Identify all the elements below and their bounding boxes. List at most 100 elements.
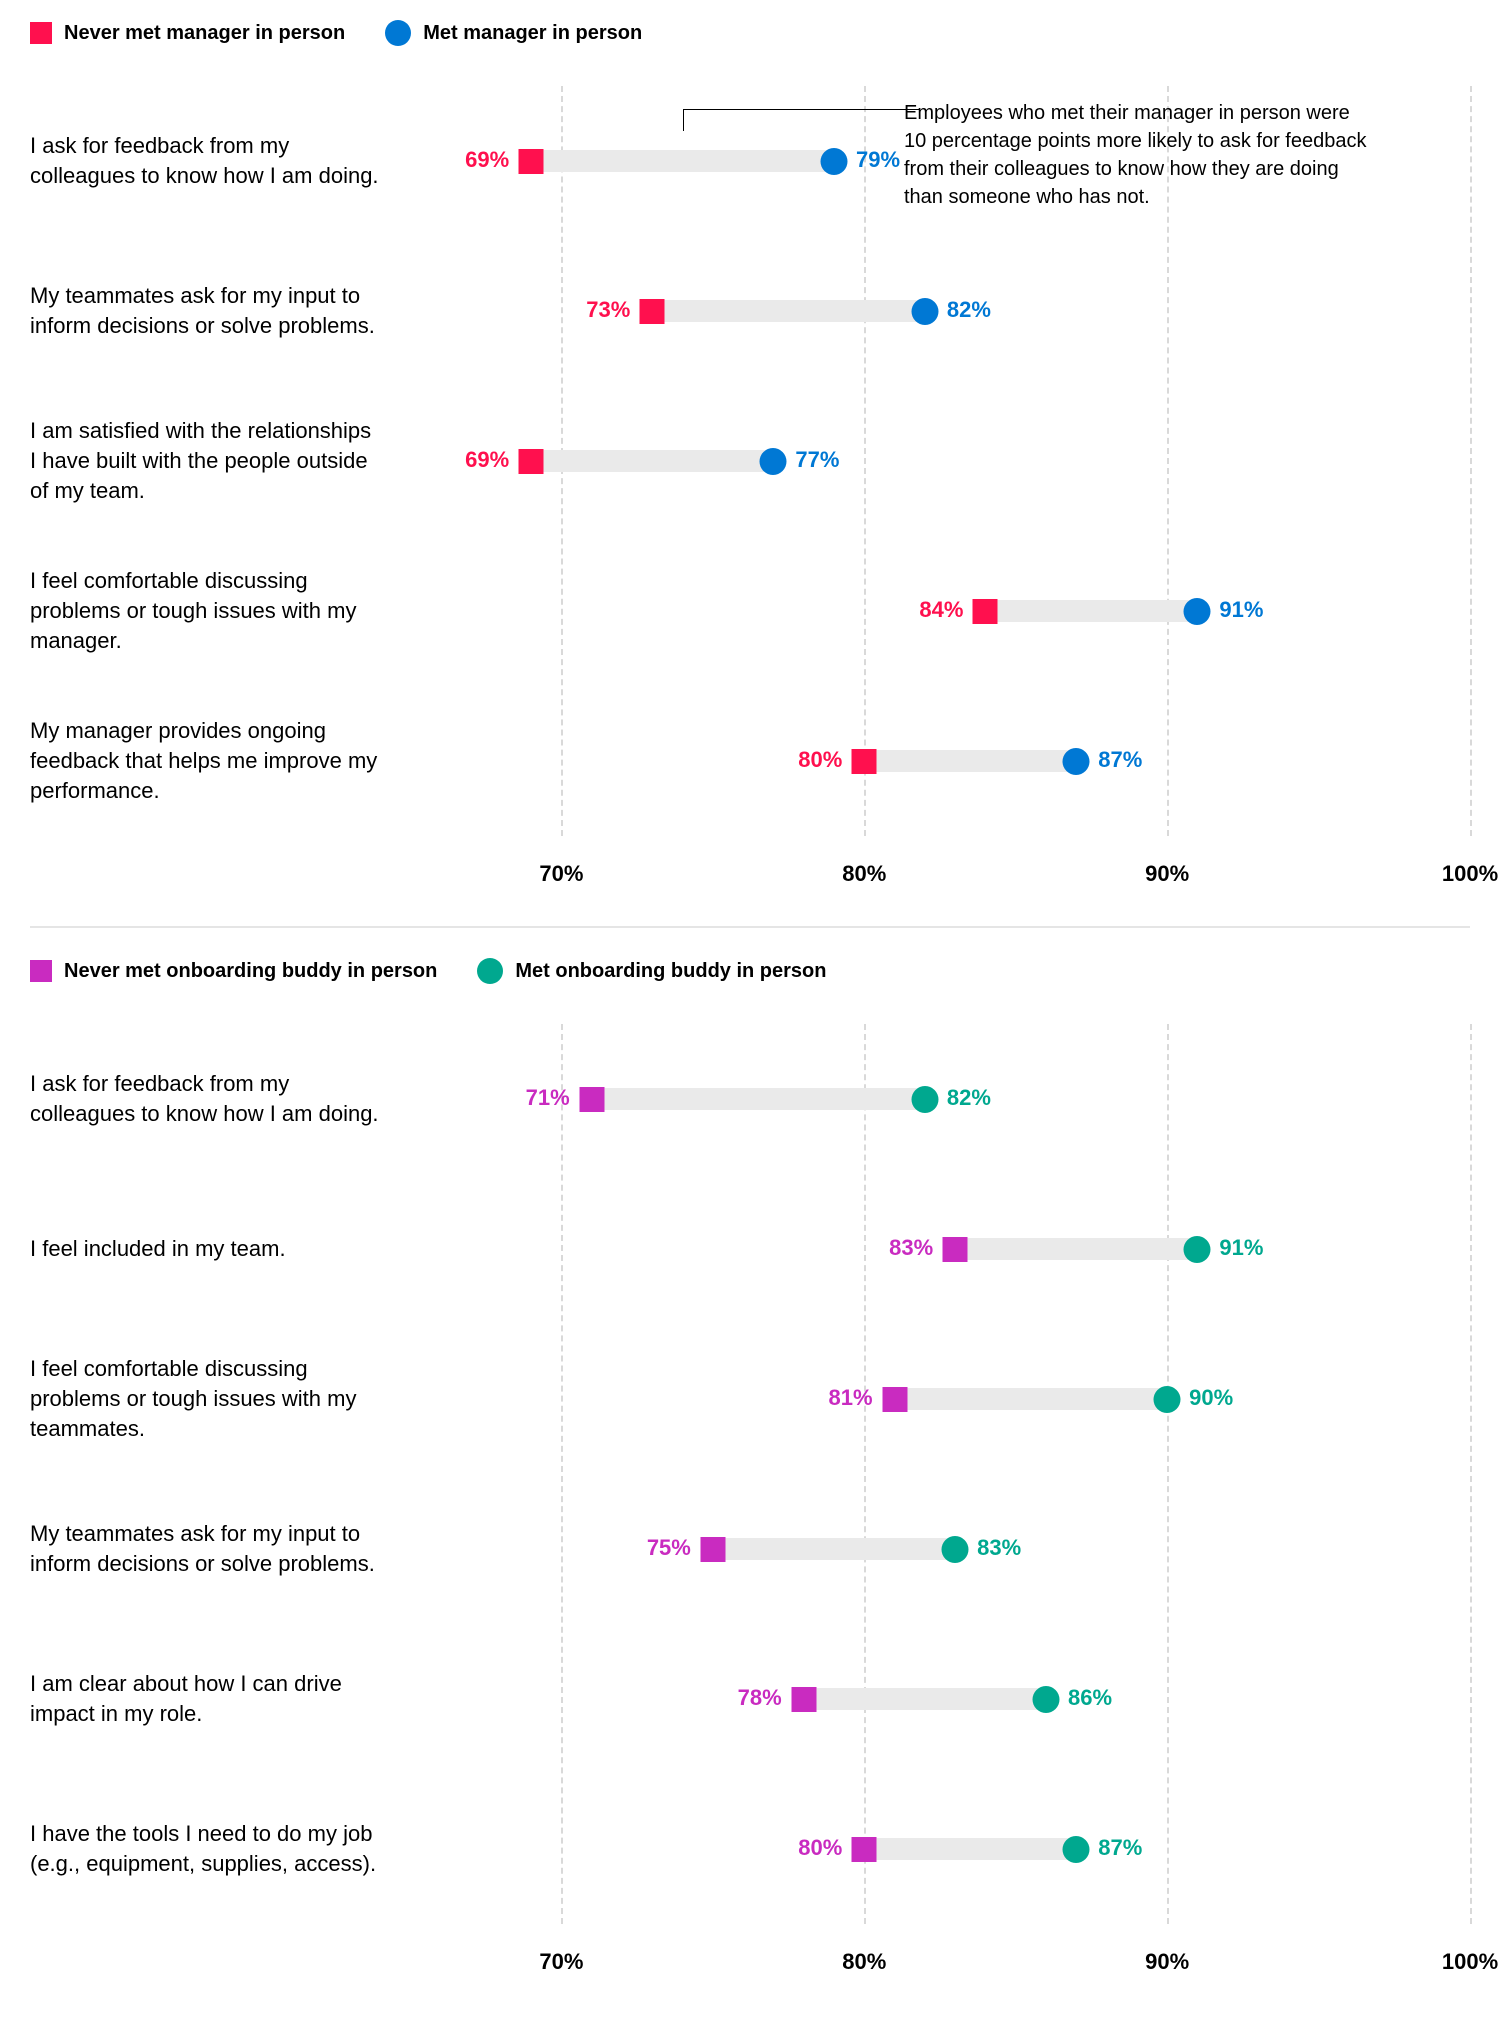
manager-chart-legend: Never met manager in person Met manager i… <box>30 20 1470 46</box>
legend-label: Never met manager in person <box>64 22 345 45</box>
chart-row: My teammates ask for my input to inform … <box>30 1474 1470 1624</box>
connector-bar <box>985 600 1197 622</box>
row-label: I ask for feedback from my colleagues to… <box>30 131 410 190</box>
legend-label: Never met onboarding buddy in person <box>64 960 437 983</box>
legend-item: Never met manager in person <box>30 22 345 45</box>
value-label-b: 82% <box>947 1085 991 1111</box>
axis-tick-label: 100% <box>1442 861 1498 887</box>
value-label-b: 87% <box>1098 1835 1142 1861</box>
square-marker-icon <box>882 1387 907 1412</box>
square-marker-icon <box>30 22 52 44</box>
value-label-a: 71% <box>526 1085 570 1111</box>
value-label-a: 69% <box>465 447 509 473</box>
chart-row: I ask for feedback from my colleagues to… <box>30 86 1470 236</box>
value-label-a: 69% <box>465 147 509 173</box>
row-track: 81% 90% <box>410 1383 1470 1415</box>
value-label-b: 91% <box>1219 1235 1263 1261</box>
value-label-b: 77% <box>795 447 839 473</box>
circle-marker-icon <box>942 1536 969 1563</box>
value-label-b: 79% <box>856 147 900 173</box>
row-track: 83% 91% <box>410 1233 1470 1265</box>
square-marker-icon <box>640 299 665 324</box>
row-track: 69% 77% <box>410 445 1470 477</box>
circle-marker-icon <box>911 1086 938 1113</box>
row-track: 75% 83% <box>410 1533 1470 1565</box>
value-label-b: 87% <box>1098 747 1142 773</box>
row-track: 80% 87% <box>410 745 1470 777</box>
value-label-b: 90% <box>1189 1385 1233 1411</box>
chart-row: I am clear about how I can drive impact … <box>30 1624 1470 1774</box>
value-label-a: 81% <box>829 1385 873 1411</box>
value-label-a: 80% <box>798 1835 842 1861</box>
square-marker-icon <box>943 1237 968 1262</box>
connector-bar <box>804 1688 1046 1710</box>
row-label: My teammates ask for my input to inform … <box>30 281 410 340</box>
connector-bar <box>652 300 925 322</box>
square-marker-icon <box>579 1087 604 1112</box>
chart-row: I have the tools I need to do my job (e.… <box>30 1774 1470 1924</box>
circle-marker-icon <box>1184 1236 1211 1263</box>
manager-chart: Never met manager in person Met manager i… <box>30 20 1470 891</box>
square-marker-icon <box>852 749 877 774</box>
section-divider <box>30 926 1470 928</box>
connector-bar <box>864 1838 1076 1860</box>
row-label: I am satisfied with the relationships I … <box>30 416 410 505</box>
legend-item: Met manager in person <box>385 20 642 46</box>
value-label-b: 83% <box>977 1535 1021 1561</box>
connector-bar <box>531 450 773 472</box>
value-label-a: 73% <box>586 297 630 323</box>
circle-marker-icon <box>760 448 787 475</box>
circle-marker-icon <box>385 20 411 46</box>
value-label-a: 83% <box>889 1235 933 1261</box>
connector-bar <box>864 750 1076 772</box>
chart-row: I am satisfied with the relationships I … <box>30 386 1470 536</box>
connector-bar <box>895 1388 1168 1410</box>
legend-item: Met onboarding buddy in person <box>477 958 826 984</box>
onboarding-buddy-chart: Never met onboarding buddy in person Met … <box>30 958 1470 1979</box>
chart-row: I feel included in my team. 83% 91% <box>30 1174 1470 1324</box>
circle-marker-icon <box>1033 1686 1060 1713</box>
row-track: 78% 86% <box>410 1683 1470 1715</box>
chart-row: My manager provides ongoing feedback tha… <box>30 686 1470 836</box>
value-label-a: 80% <box>798 747 842 773</box>
gridline <box>1470 1024 1472 1924</box>
x-axis: 70%80%90%100% <box>30 1949 1470 1979</box>
row-label: I have the tools I need to do my job (e.… <box>30 1819 410 1878</box>
chart-row: I ask for feedback from my colleagues to… <box>30 1024 1470 1174</box>
circle-marker-icon <box>477 958 503 984</box>
axis-tick-label: 80% <box>842 1949 886 1975</box>
legend-label: Met onboarding buddy in person <box>515 960 826 983</box>
value-label-a: 84% <box>919 597 963 623</box>
square-marker-icon <box>700 1537 725 1562</box>
circle-marker-icon <box>1063 748 1090 775</box>
axis-tick-label: 100% <box>1442 1949 1498 1975</box>
value-label-b: 82% <box>947 297 991 323</box>
axis-tick-label: 70% <box>539 861 583 887</box>
connector-bar <box>955 1238 1197 1260</box>
circle-marker-icon <box>1184 598 1211 625</box>
connector-bar <box>531 150 834 172</box>
row-label: I am clear about how I can drive impact … <box>30 1669 410 1728</box>
gridline <box>1470 86 1472 836</box>
value-label-b: 86% <box>1068 1685 1112 1711</box>
chart-row: I feel comfortable discussing problems o… <box>30 536 1470 686</box>
row-label: I ask for feedback from my colleagues to… <box>30 1069 410 1128</box>
row-track: 71% 82% <box>410 1083 1470 1115</box>
connector-bar <box>592 1088 925 1110</box>
chart-row: My teammates ask for my input to inform … <box>30 236 1470 386</box>
row-label: I feel comfortable discussing problems o… <box>30 566 410 655</box>
axis-tick-label: 90% <box>1145 861 1189 887</box>
value-label-a: 75% <box>647 1535 691 1561</box>
row-track: 80% 87% <box>410 1833 1470 1865</box>
row-label: My manager provides ongoing feedback tha… <box>30 716 410 805</box>
square-marker-icon <box>973 599 998 624</box>
square-marker-icon <box>30 960 52 982</box>
connector-bar <box>713 1538 955 1560</box>
axis-tick-label: 80% <box>842 861 886 887</box>
row-label: I feel included in my team. <box>30 1234 410 1264</box>
square-marker-icon <box>519 149 544 174</box>
legend-label: Met manager in person <box>423 22 642 45</box>
value-label-a: 78% <box>738 1685 782 1711</box>
square-marker-icon <box>519 449 544 474</box>
x-axis: 70%80%90%100% <box>30 861 1470 891</box>
